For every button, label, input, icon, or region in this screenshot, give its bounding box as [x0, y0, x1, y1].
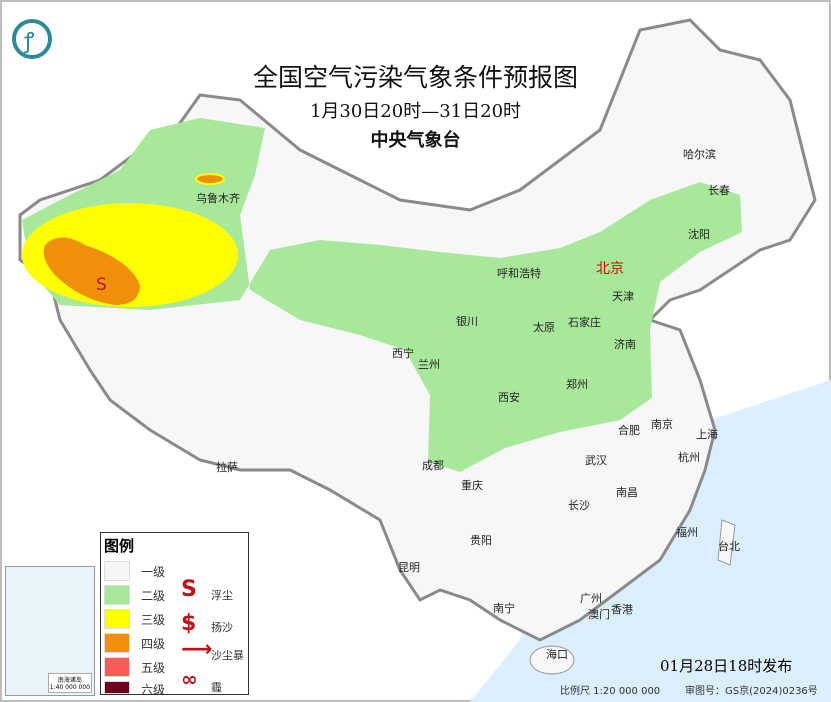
level4-region [43, 237, 140, 305]
sandstorm-icon: ⟶ [181, 637, 213, 662]
city-label: 南宁 [493, 602, 515, 615]
city-label: 天津 [612, 290, 634, 303]
city-label: 南京 [651, 418, 673, 431]
legend-level: 三级 [141, 613, 166, 627]
city-label: 重庆 [461, 479, 483, 492]
inset-caption: 南海诸岛 1:40 000 000 [47, 673, 92, 693]
island-hainan [529, 645, 575, 675]
forecast-period: 1月30日20时—31日20时 [309, 101, 522, 122]
city-label: 太原 [533, 321, 555, 334]
floating-dust-icon: S [181, 577, 197, 602]
city-label: 杭州 [678, 451, 700, 464]
logo-glyph: ꝭ [23, 29, 35, 54]
legend-swatch-level6 [104, 681, 130, 694]
legend-symbol-label: 扬沙 [211, 621, 233, 634]
city-label: 广州 [580, 592, 602, 605]
city-label: 合肥 [618, 424, 640, 437]
legend-level: 一级 [141, 565, 166, 579]
publish-time: 01月28日18时发布 [660, 657, 793, 675]
legend-swatch-level2 [104, 585, 130, 605]
city-label: 银川 [456, 315, 478, 328]
city-label: 福州 [676, 526, 698, 539]
map-title: 全国空气污染气象条件预报图 [252, 63, 578, 92]
city-label: 昆明 [398, 561, 420, 574]
map-scale: 比例尺 1:20 000 000 [560, 686, 661, 697]
level4-region-urumqi [195, 173, 225, 185]
city-label: 拉萨 [216, 461, 238, 474]
legend-swatch-level3 [104, 609, 130, 629]
legend-title: 图例 [104, 537, 135, 555]
legend-symbol-label: 霾 [211, 681, 222, 694]
blowing-sand-icon: $ [181, 611, 197, 636]
city-label: 长春 [708, 184, 730, 197]
city-label: 乌鲁木齐 [196, 192, 240, 205]
city-label: 台北 [718, 540, 740, 553]
legend-level: 五级 [141, 661, 166, 675]
city-label: 香港 [611, 603, 633, 616]
city-label: 北京 [596, 261, 624, 277]
city-label: 兰州 [418, 358, 440, 371]
city-label: 成都 [422, 459, 444, 472]
level2-region [22, 118, 742, 472]
island-taiwan [717, 519, 736, 566]
city-label: 海口 [546, 648, 568, 661]
logo [12, 19, 52, 59]
city-label: 南昌 [616, 486, 638, 499]
city-label: 哈尔滨 [683, 148, 716, 161]
city-label: 贵阳 [470, 534, 492, 547]
city-label: 上海 [696, 428, 718, 441]
review-number: 审图号：GS京(2024)0236号 [685, 686, 818, 697]
legend-symbol-label: 浮尘 [211, 589, 233, 602]
city-label: 郑州 [566, 378, 588, 391]
city-label: 武汉 [585, 454, 607, 467]
city-label: 西宁 [392, 347, 414, 360]
issuer: 中央气象台 [370, 130, 461, 151]
legend-swatch-level5 [104, 657, 130, 677]
city-label: 呼和浩特 [497, 267, 541, 280]
city-label: 沈阳 [688, 228, 710, 241]
legend-swatch-level4 [104, 633, 130, 653]
city-label: 济南 [614, 338, 636, 351]
legend-level: 二级 [141, 589, 166, 603]
city-label: 长沙 [568, 499, 590, 512]
legend-swatch-level1 [104, 561, 130, 581]
legend-symbol-label: 沙尘暴 [211, 649, 244, 662]
city-label: 西安 [498, 391, 520, 404]
haze-icon: ∞ [181, 667, 198, 691]
south-china-sea-inset: 南海诸岛 1:40 000 000 [5, 566, 95, 696]
city-label: 澳门 [588, 608, 610, 621]
legend-level: 六级 [141, 683, 166, 697]
city-label: 石家庄 [568, 316, 601, 329]
floating-dust-symbol: S [96, 275, 107, 295]
legend-level: 四级 [141, 637, 166, 651]
legend: 图例 一级 二级 三级 四级 五级 六级 S $ ⟶ ∞ 浮尘 扬沙 沙尘暴 霾 [100, 532, 249, 697]
